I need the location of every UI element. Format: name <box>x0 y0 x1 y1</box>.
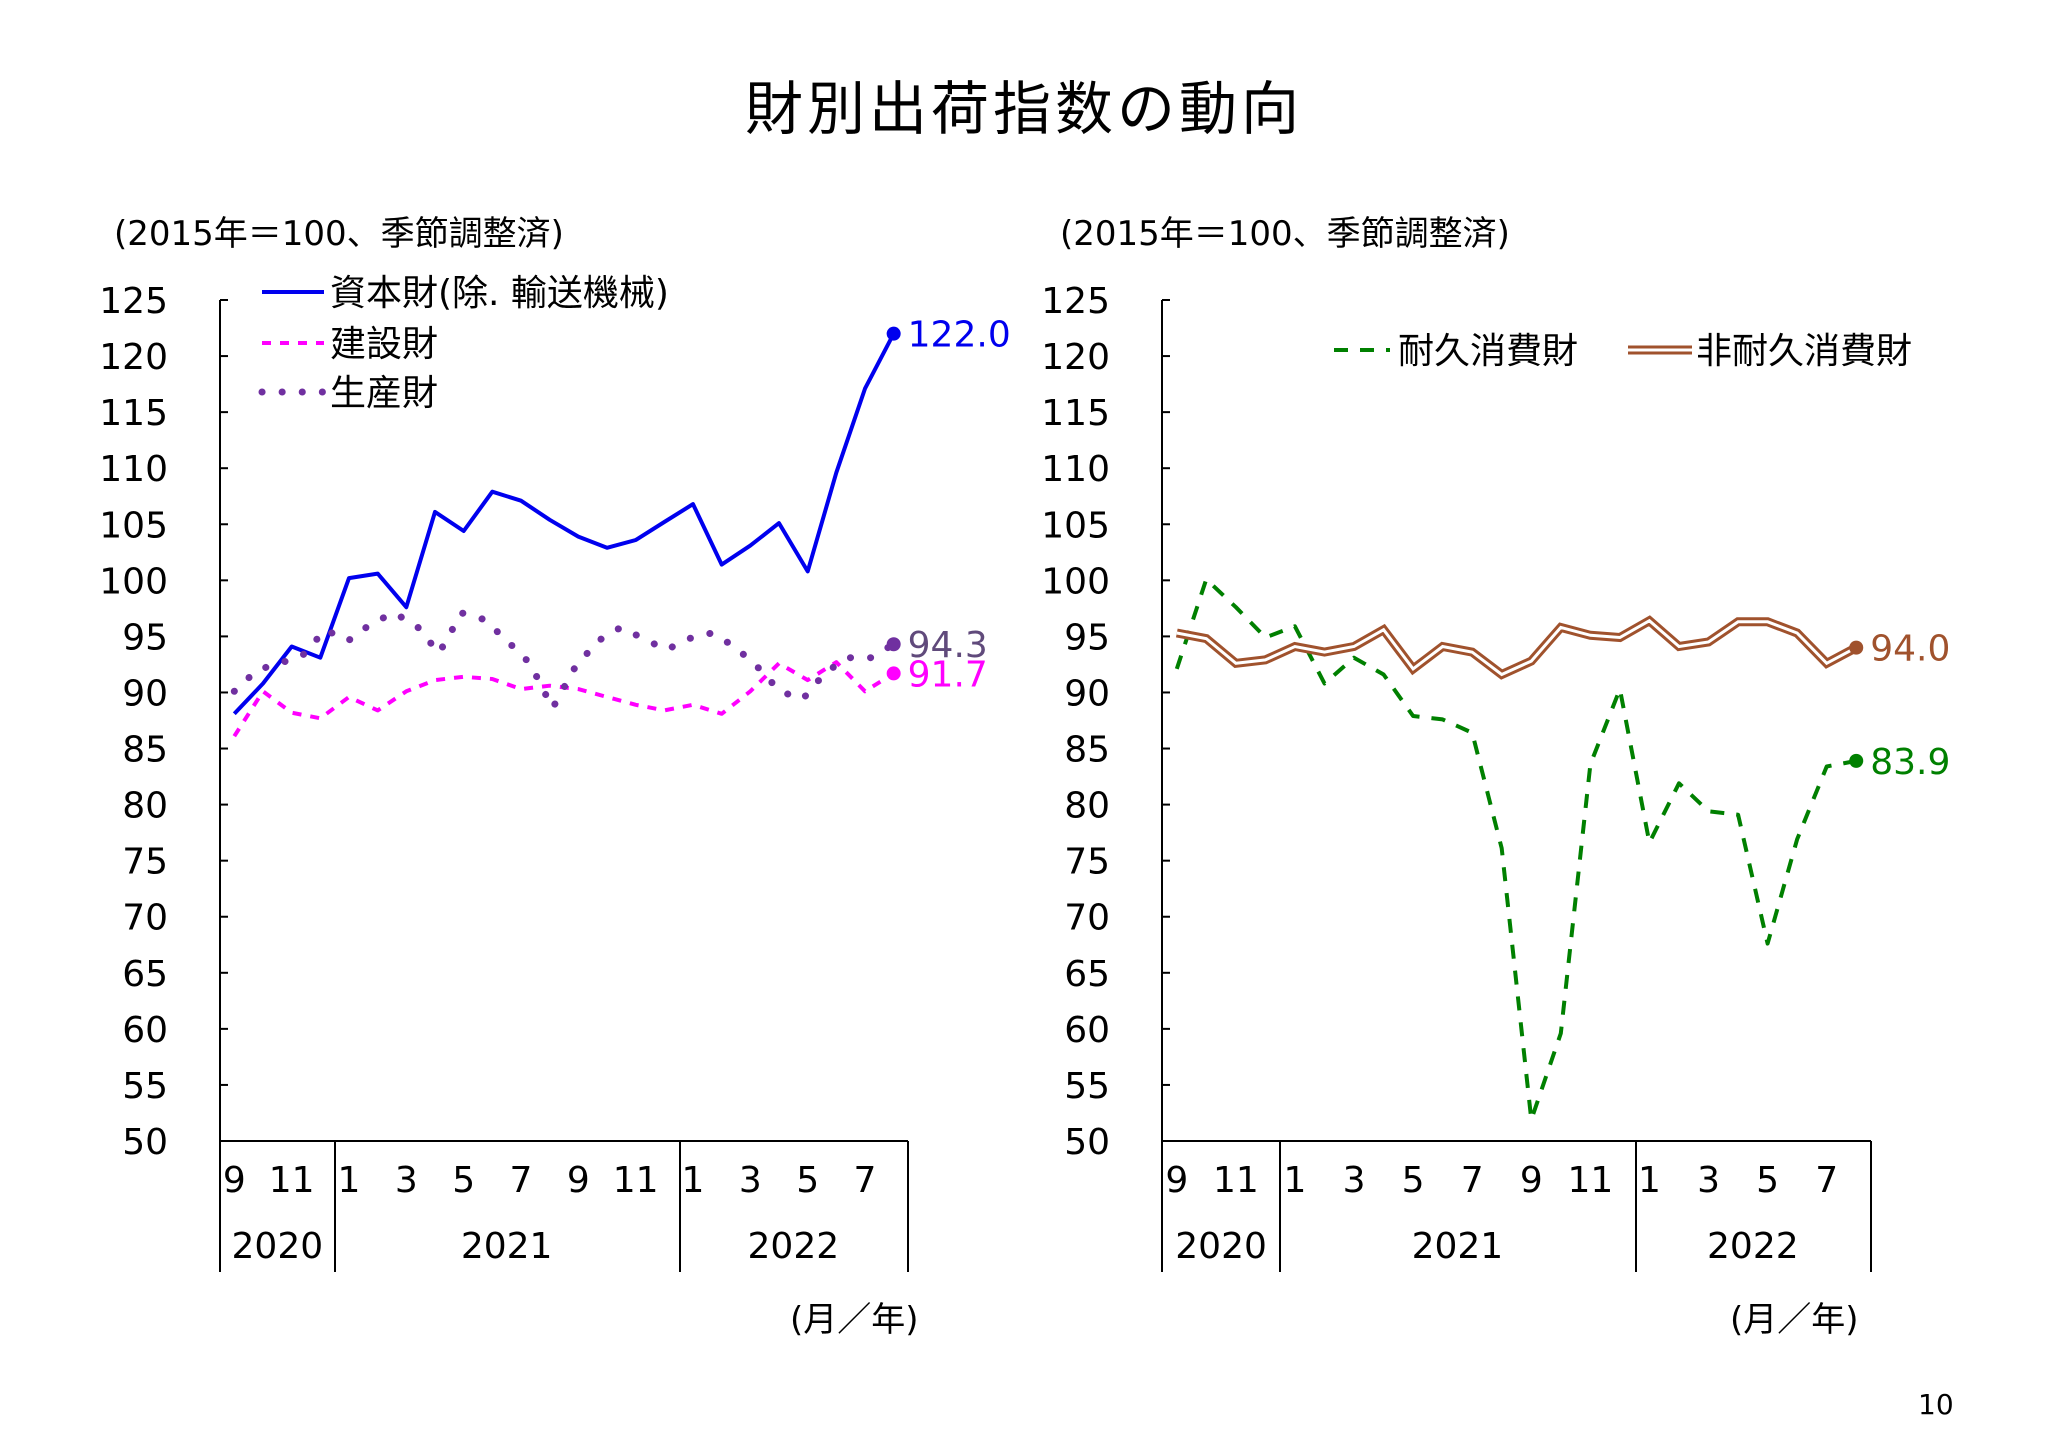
y-tick-label: 80 <box>122 786 168 827</box>
x-year-label: 2020 <box>232 1226 324 1267</box>
right-chart-note: (2015年＝100、季節調整済) <box>1060 214 1510 254</box>
series-end-label: 94.0 <box>1870 629 1950 670</box>
y-tick-label: 70 <box>122 898 168 939</box>
x-month-label: 7 <box>1815 1160 1838 1201</box>
y-tick-label: 125 <box>99 281 168 322</box>
series-end-label: 83.9 <box>1870 742 1950 783</box>
y-tick-label: 50 <box>122 1122 168 1163</box>
y-tick-label: 85 <box>1064 730 1110 771</box>
right-series-0: 83.9 <box>1174 577 1950 1122</box>
y-tick-label: 85 <box>122 730 168 771</box>
x-month-label: 3 <box>739 1160 762 1201</box>
right-chart-legend: 耐久消費財 非耐久消費財 <box>1334 331 1912 372</box>
left-chart-unit-label: (月／年) <box>790 1300 919 1340</box>
y-tick-label: 60 <box>122 1010 168 1051</box>
y-tick-label: 65 <box>1064 954 1110 995</box>
y-tick-label: 65 <box>122 954 168 995</box>
x-year-label: 2021 <box>1412 1226 1504 1267</box>
y-tick-label: 110 <box>1041 449 1110 490</box>
x-month-label: 5 <box>1756 1160 1779 1201</box>
x-month-label: 5 <box>452 1160 475 1201</box>
x-month-label: 1 <box>338 1160 361 1201</box>
x-year-label: 2022 <box>1707 1226 1799 1267</box>
y-tick-label: 95 <box>122 617 168 658</box>
left-chart-note: (2015年＝100、季節調整済) <box>114 214 564 254</box>
x-year-label: 2020 <box>1175 1226 1267 1267</box>
x-year-label: 2022 <box>748 1226 840 1267</box>
y-tick-label: 105 <box>99 505 168 546</box>
series-end-marker <box>886 666 901 681</box>
x-month-label: 9 <box>567 1160 590 1201</box>
y-tick-label: 90 <box>1064 673 1110 714</box>
series-end-marker <box>1849 640 1864 655</box>
y-tick-label: 105 <box>1041 505 1110 546</box>
x-month-label: 11 <box>613 1160 659 1201</box>
y-tick-label: 110 <box>99 449 168 490</box>
y-tick-label: 115 <box>1041 393 1110 434</box>
x-month-label: 1 <box>1283 1160 1306 1201</box>
y-tick-label: 55 <box>1064 1066 1110 1107</box>
y-tick-label: 95 <box>1064 617 1110 658</box>
x-month-label: 1 <box>682 1160 705 1201</box>
x-month-label: 11 <box>269 1160 315 1201</box>
y-tick-label: 115 <box>99 393 168 434</box>
series-end-marker <box>886 637 901 652</box>
x-month-label: 5 <box>1402 1160 1425 1201</box>
series-line-inner <box>1176 618 1857 677</box>
x-month-label: 5 <box>796 1160 819 1201</box>
slide-title: 財別出荷指数の動向 <box>744 75 1303 143</box>
x-month-label: 9 <box>1165 1160 1188 1201</box>
left-chart-legend: 資本財(除. 輸送機械) 建設財 生産財 <box>258 273 669 414</box>
y-tick-label: 70 <box>1064 898 1110 939</box>
y-tick-label: 120 <box>99 337 168 378</box>
x-month-label: 3 <box>1343 1160 1366 1201</box>
x-month-label: 11 <box>1213 1160 1259 1201</box>
y-tick-label: 80 <box>1064 786 1110 827</box>
y-tick-label: 120 <box>1041 337 1110 378</box>
left-series-2: 94.3 <box>230 609 988 712</box>
x-month-label: 1 <box>1638 1160 1661 1201</box>
y-tick-label: 100 <box>99 561 168 602</box>
series-end-marker <box>1849 753 1864 768</box>
x-month-label: 7 <box>1461 1160 1484 1201</box>
series-end-label: 94.3 <box>908 625 988 666</box>
x-month-label: 7 <box>510 1160 533 1201</box>
right-chart-unit-label: (月／年) <box>1730 1300 1859 1340</box>
y-tick-label: 75 <box>122 842 168 883</box>
x-month-label: 11 <box>1567 1160 1613 1201</box>
legend-label-producer-goods: 生産財 <box>330 373 438 414</box>
legend-label-construction-goods: 建設財 <box>330 324 438 365</box>
series-end-label: 91.7 <box>908 654 988 695</box>
series-end-marker <box>886 326 901 341</box>
left-series-0: 122.0 <box>232 315 1011 716</box>
x-month-label: 9 <box>1520 1160 1543 1201</box>
legend-label-nondurable-goods: 非耐久消費財 <box>1696 331 1912 372</box>
x-year-label: 2021 <box>461 1226 553 1267</box>
y-tick-label: 60 <box>1064 1010 1110 1051</box>
y-tick-label: 55 <box>122 1066 168 1107</box>
x-month-label: 7 <box>854 1160 877 1201</box>
x-month-label: 3 <box>395 1160 418 1201</box>
series-line <box>232 332 896 716</box>
y-tick-label: 100 <box>1041 561 1110 602</box>
y-tick-label: 125 <box>1041 281 1110 322</box>
page-number: 10 <box>1918 1388 1954 1421</box>
series-end-label: 122.0 <box>908 315 1011 356</box>
y-tick-label: 50 <box>1064 1122 1110 1163</box>
x-month-label: 9 <box>223 1160 246 1201</box>
series-line <box>230 609 898 712</box>
legend-label-durable-goods: 耐久消費財 <box>1398 331 1578 372</box>
right-series-1: 94.0 <box>1175 615 1950 680</box>
x-month-label: 3 <box>1697 1160 1720 1201</box>
series-line <box>1174 577 1857 1122</box>
y-tick-label: 90 <box>122 673 168 714</box>
y-tick-label: 75 <box>1064 842 1110 883</box>
legend-label-capital-goods: 資本財(除. 輸送機械) <box>330 273 669 314</box>
